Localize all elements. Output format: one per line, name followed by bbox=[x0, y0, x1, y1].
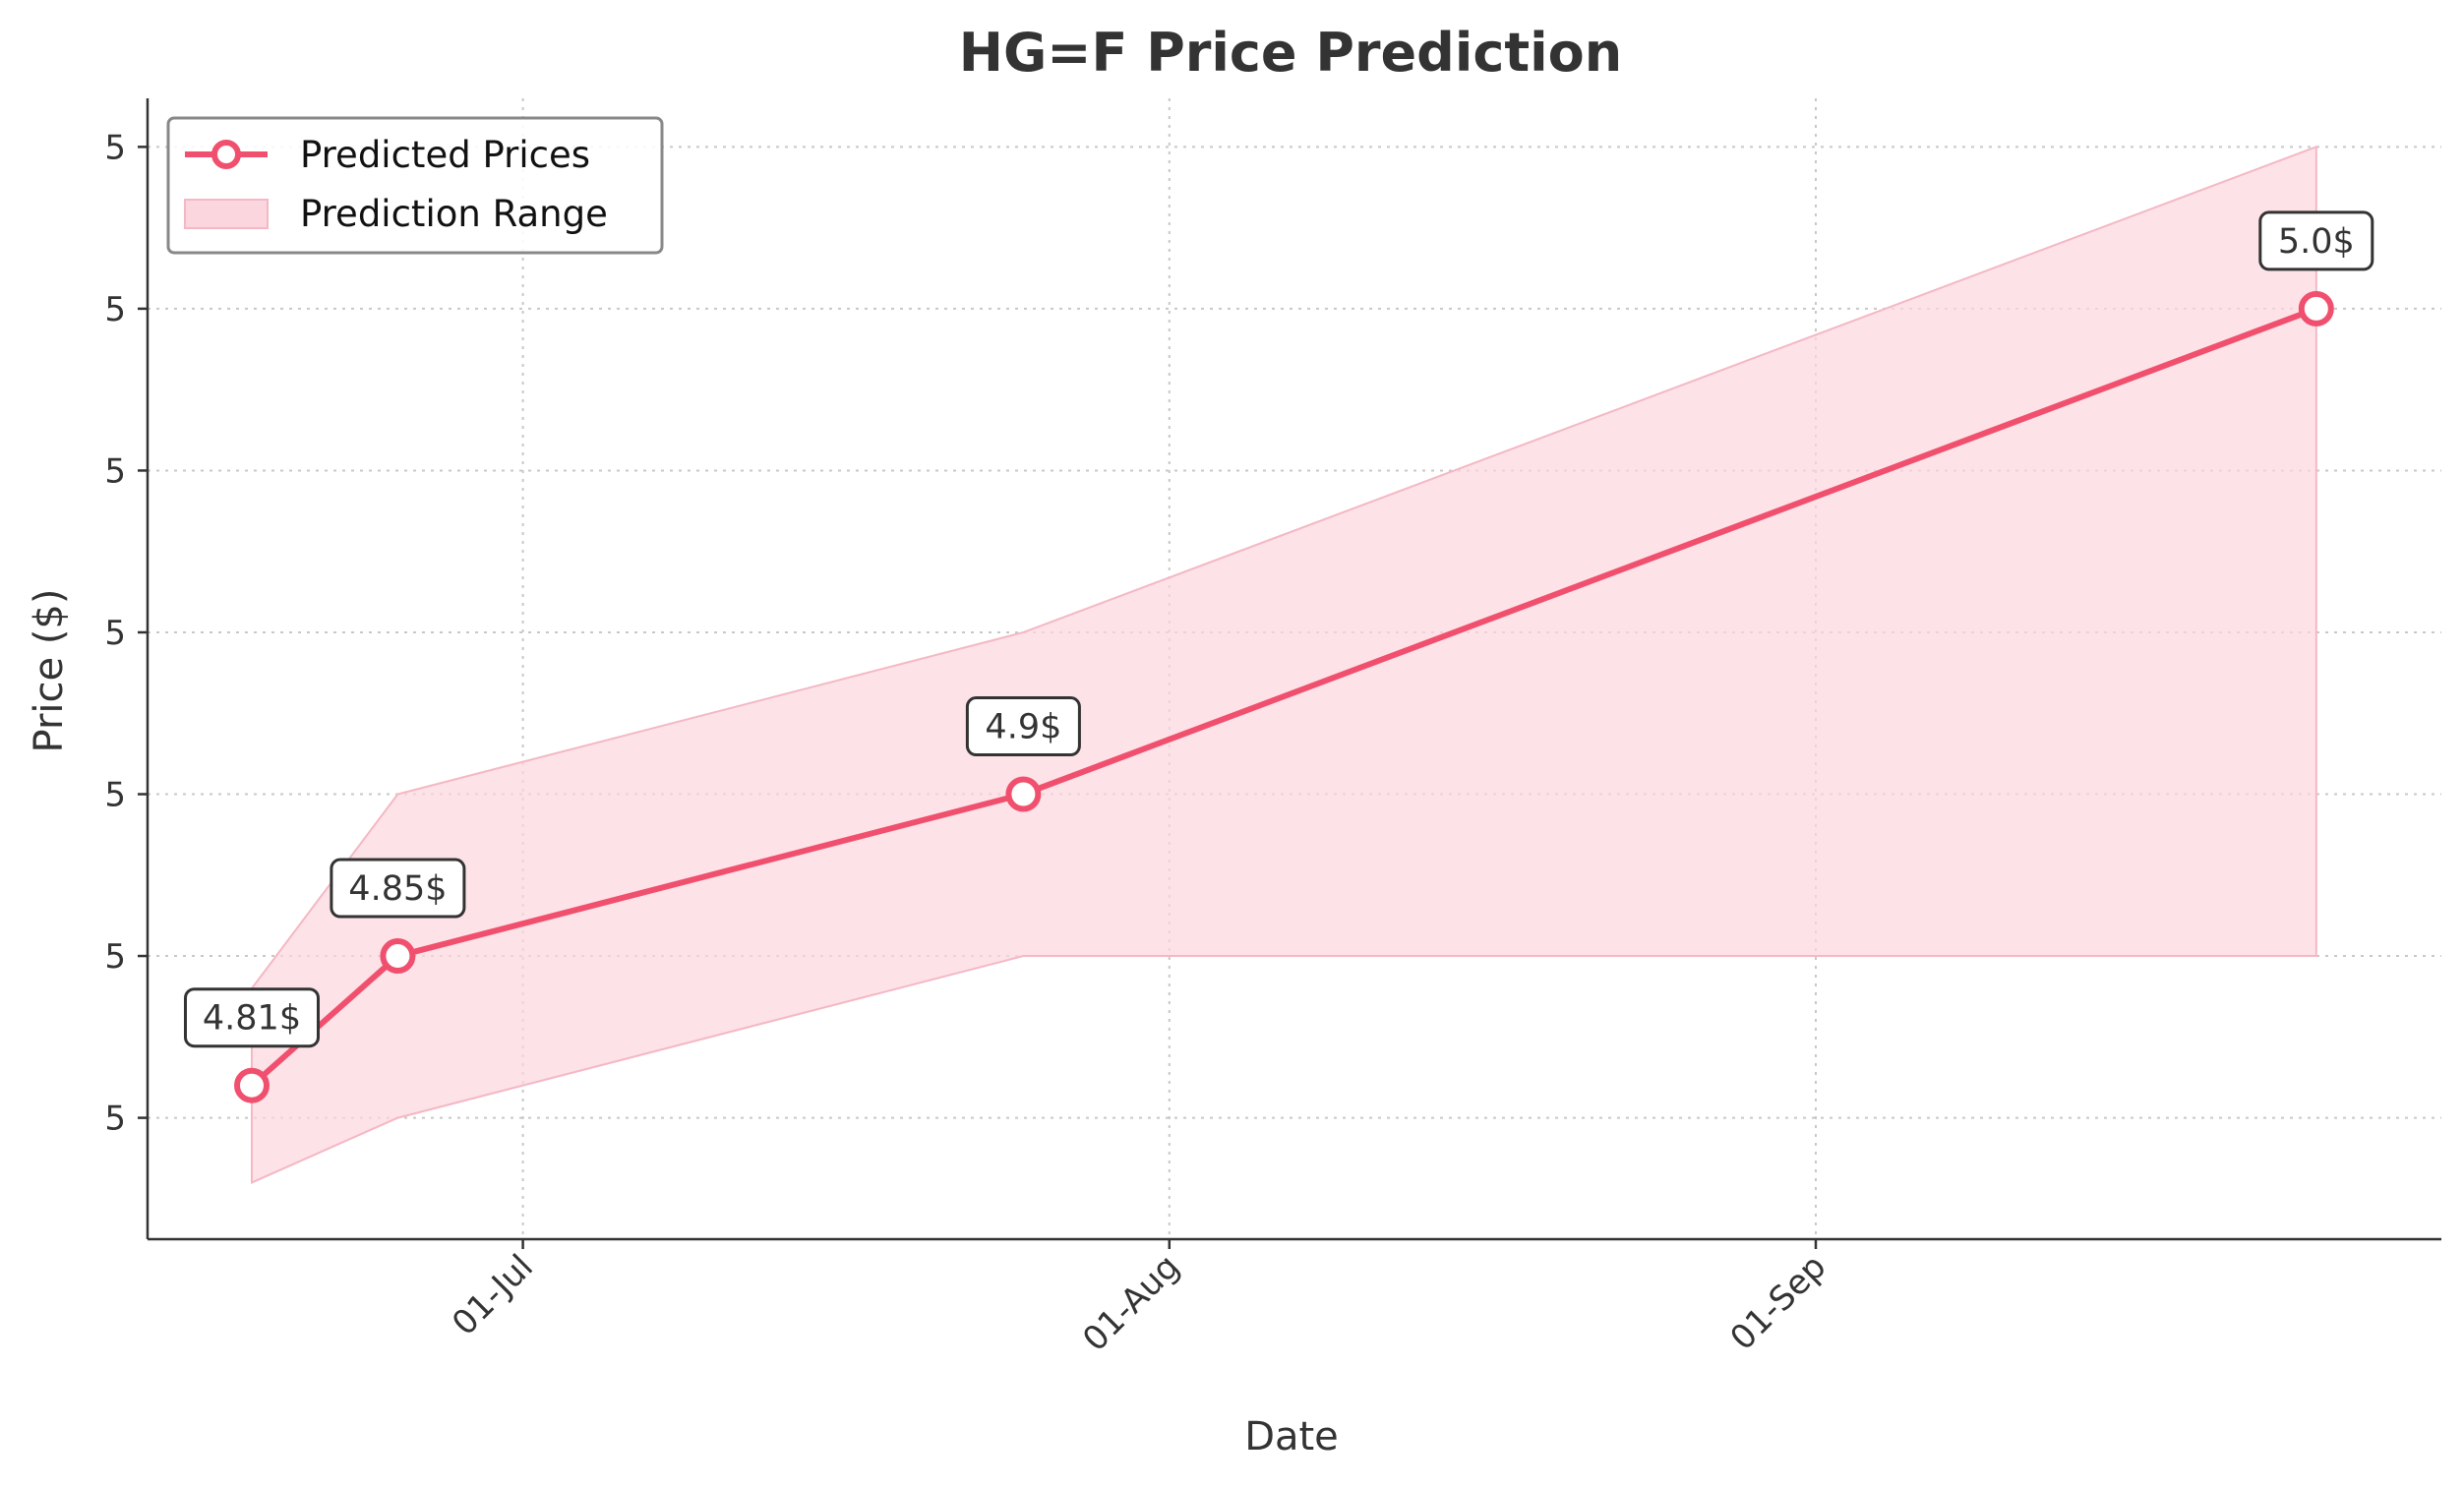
price-annotation-box bbox=[2258, 210, 2374, 271]
x-axis-label: Date bbox=[1244, 1414, 1339, 1459]
prediction-range-band bbox=[251, 145, 2317, 1184]
legend-marker-swatch bbox=[211, 140, 241, 169]
data-point-marker bbox=[2298, 290, 2334, 327]
predicted-prices-line bbox=[250, 306, 2317, 1088]
price-annotation-box bbox=[965, 696, 1081, 757]
legend: Predicted Prices Prediction Range bbox=[166, 116, 664, 255]
x-tick-label: 01-Sep bbox=[1722, 1247, 1833, 1358]
y-tick-label: 5 bbox=[104, 128, 126, 167]
y-tick-label: 5 bbox=[104, 614, 126, 653]
data-point-marker bbox=[1005, 776, 1042, 812]
data-point-marker bbox=[380, 938, 416, 975]
x-tick-label: 01-Jul bbox=[445, 1247, 541, 1343]
annotations-layer: 4.81$ 4.85$ 4.9$ 5.0$ bbox=[184, 210, 2374, 1048]
y-tick-label: 5 bbox=[104, 776, 126, 815]
chart-title: HG=F Price Prediction bbox=[959, 22, 1622, 84]
legend-label-predicted-prices: Predicted Prices bbox=[300, 134, 590, 176]
price-annotation-label: 5.0$ bbox=[2278, 222, 2355, 262]
legend-box bbox=[166, 116, 664, 255]
y-tick-label: 5 bbox=[104, 290, 126, 329]
legend-band-swatch bbox=[184, 199, 269, 229]
predicted-prices-layer bbox=[234, 290, 2334, 1103]
data-point-marker bbox=[234, 1067, 270, 1103]
price-annotation-box bbox=[330, 858, 466, 919]
y-axis-label: Price ($) bbox=[27, 589, 72, 753]
price-annotation-label: 4.85$ bbox=[348, 869, 447, 909]
price-annotation-box bbox=[184, 987, 320, 1048]
y-tick-label: 5 bbox=[104, 937, 126, 977]
legend-label-prediction-range: Prediction Range bbox=[300, 193, 608, 235]
prediction-range-layer bbox=[251, 145, 2317, 1184]
x-tick-label: 01-Aug bbox=[1075, 1247, 1187, 1359]
y-tick-label: 5 bbox=[104, 1100, 126, 1139]
price-annotation-label: 4.81$ bbox=[203, 999, 301, 1039]
y-tick-label: 5 bbox=[104, 451, 126, 491]
price-annotation-label: 4.9$ bbox=[985, 708, 1061, 747]
